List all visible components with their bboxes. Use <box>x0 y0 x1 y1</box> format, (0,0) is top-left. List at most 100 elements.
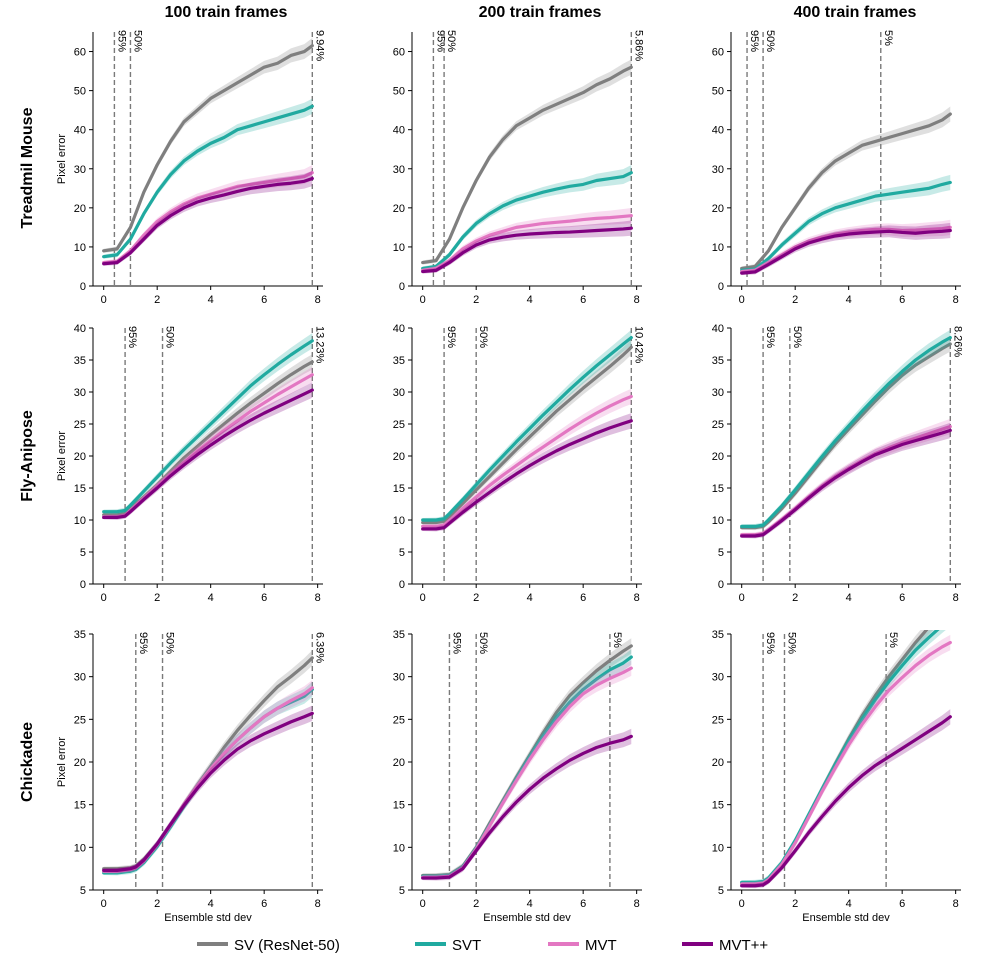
panel-chickadee-3: 5 10 15 20 25 30 35 0 2 4 6 8 Ensemble std dev 95% 50%… <box>712 629 961 924</box>
series-line-svt <box>421 336 633 522</box>
series-line-mvt <box>740 640 952 886</box>
threshold-label: 50% <box>764 30 776 52</box>
y-tick-label: 15 <box>393 800 405 812</box>
threshold-label: 95% <box>445 326 457 348</box>
y-tick-label: 0 <box>718 579 724 591</box>
x-tick-label: 8 <box>634 592 640 604</box>
y-tick-label: 30 <box>74 164 86 176</box>
y-tick-label: 30 <box>74 672 86 684</box>
y-tick-label: 10 <box>393 515 405 527</box>
threshold-label: 50% <box>164 326 176 348</box>
y-tick-label: 5 <box>399 885 405 897</box>
panel-chickadee-2: 5 10 15 20 25 30 35 0 2 4 6 8 Ensemble std dev 95% 50%… <box>393 629 642 924</box>
y-tick-label: 60 <box>74 47 86 59</box>
y-tick-label: 20 <box>712 757 724 769</box>
y-tick-label: 35 <box>712 629 724 641</box>
series-line-svt <box>102 104 314 259</box>
y-tick-label: 50 <box>712 86 724 98</box>
series-group <box>740 329 952 539</box>
threshold-label: 50% <box>477 632 489 654</box>
y-tick-label: 30 <box>712 387 724 399</box>
x-tick-label: 6 <box>261 898 267 910</box>
series-line-mvt <box>421 666 633 879</box>
series-line-sv-resnet-50 <box>102 44 314 253</box>
x-axis-label: Ensemble std dev <box>164 912 252 924</box>
series-line-svt <box>740 180 952 272</box>
threshold-label: 95% <box>450 632 462 654</box>
series-band-sv-resnet-50 <box>422 339 632 525</box>
y-tick-label: 50 <box>74 86 86 98</box>
threshold-label: 9.94% <box>313 30 325 61</box>
x-tick-label: 2 <box>473 592 479 604</box>
series-group <box>102 333 314 520</box>
y-tick-label: 10 <box>712 515 724 527</box>
threshold-label: 50% <box>445 30 457 52</box>
threshold-label: 50% <box>791 326 803 348</box>
threshold-label: 95% <box>748 30 760 52</box>
series-line-mvt <box>102 176 314 266</box>
series-band-mvt <box>741 709 951 889</box>
x-tick-label: 8 <box>315 898 321 910</box>
y-tick-label: 40 <box>712 323 724 335</box>
legend-label-sv: SV (ResNet-50) <box>234 937 340 954</box>
y-tick-label: 35 <box>393 629 405 641</box>
threshold-label: 5% <box>611 632 623 648</box>
y-axis-label: Pixel error <box>56 737 68 787</box>
y-tick-label: 10 <box>712 842 724 854</box>
x-tick-label: 0 <box>420 294 426 306</box>
y-tick-label: 50 <box>393 86 405 98</box>
y-tick-label: 25 <box>393 714 405 726</box>
series-group <box>740 630 952 889</box>
series-line-mvt <box>102 711 314 872</box>
series-line-svt <box>102 687 314 875</box>
series-line-svt <box>102 339 314 514</box>
row-title-fly: Fly-Anipose <box>19 410 36 502</box>
y-tick-label: 40 <box>393 125 405 137</box>
y-tick-label: 10 <box>712 242 724 254</box>
series-group <box>740 106 952 276</box>
series-line-mvt <box>421 419 633 531</box>
series-group <box>102 38 314 266</box>
y-tick-label: 20 <box>712 451 724 463</box>
series-band-mvt <box>741 222 951 276</box>
x-tick-label: 8 <box>315 294 321 306</box>
x-tick-label: 6 <box>261 294 267 306</box>
panel-treadmil-mouse-3: 0 10 20 30 40 50 60 0 2 4 6 8 95% 50% 5% <box>712 30 961 306</box>
y-tick-label: 40 <box>393 323 405 335</box>
x-tick-label: 0 <box>739 294 745 306</box>
threshold-label: 5.86% <box>632 30 644 61</box>
y-tick-label: 10 <box>393 242 405 254</box>
y-tick-label: 20 <box>74 451 86 463</box>
y-tick-label: 20 <box>74 757 86 769</box>
series-line-mvt <box>740 428 952 538</box>
series-line-mvt <box>421 734 633 880</box>
x-tick-label: 8 <box>953 898 959 910</box>
y-tick-label: 5 <box>718 885 724 897</box>
series-line-mvt <box>740 225 952 274</box>
x-tick-label: 4 <box>846 592 852 604</box>
y-tick-label: 40 <box>712 125 724 137</box>
y-tick-label: 20 <box>393 451 405 463</box>
y-tick-label: 15 <box>393 483 405 495</box>
series-line-mvt <box>421 394 633 529</box>
threshold-label: 50% <box>477 326 489 348</box>
legend-label-svt: SVT <box>452 937 481 954</box>
x-tick-label: 8 <box>315 592 321 604</box>
y-tick-label: 30 <box>393 164 405 176</box>
x-tick-label: 0 <box>420 592 426 604</box>
series-group <box>421 329 633 532</box>
x-tick-label: 2 <box>473 294 479 306</box>
x-tick-label: 2 <box>154 294 160 306</box>
x-axis-label: Ensemble std dev <box>802 912 890 924</box>
legend-label-mvtpp: MVT++ <box>719 937 768 954</box>
series-line-mvt <box>102 171 314 265</box>
x-tick-label: 4 <box>527 898 533 910</box>
y-tick-label: 40 <box>74 323 86 335</box>
series-line-mvt <box>740 715 952 888</box>
series-line-sv-resnet-50 <box>421 345 633 525</box>
column-title-400: 400 train frames <box>794 4 917 21</box>
x-tick-label: 6 <box>580 592 586 604</box>
threshold-label: 95% <box>126 326 138 348</box>
y-tick-label: 5 <box>718 547 724 559</box>
x-tick-label: 2 <box>473 898 479 910</box>
